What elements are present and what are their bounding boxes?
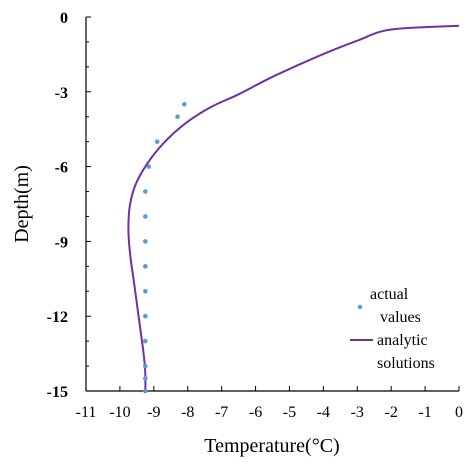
data-point	[143, 388, 148, 394]
legend: actual values analytic solutions	[350, 286, 435, 372]
data-point	[182, 101, 187, 107]
x-tick-label: -4	[317, 404, 330, 421]
x-tick-label: -6	[249, 404, 262, 421]
y-tick-label: -12	[47, 309, 68, 326]
data-point	[154, 139, 160, 144]
y-tick-label: -9	[55, 234, 68, 251]
x-tick-label: -8	[181, 404, 194, 421]
data-point	[143, 376, 148, 381]
x-tick-label: -11	[76, 404, 97, 421]
y-axis-title: Depth(m)	[11, 165, 33, 243]
y-tick-label: -15	[47, 384, 68, 401]
x-tick-label: -2	[385, 404, 398, 421]
x-ticks: -11 -10 -9 -8 -7 -6 -5 -4 -3 -2 -1 0	[76, 386, 463, 421]
x-tick-label: -3	[351, 404, 364, 421]
y-minor-ticks	[86, 41, 89, 367]
x-tick-label: -10	[109, 404, 130, 421]
legend-points-marker	[357, 304, 363, 310]
x-tick-label: -5	[283, 404, 296, 421]
legend-points-label-line2: values	[380, 309, 421, 326]
y-tick-label: -3	[55, 85, 68, 102]
data-point	[143, 338, 148, 344]
actual-values-points	[143, 101, 187, 394]
x-tick-label: -7	[215, 404, 228, 421]
data-point	[143, 264, 148, 269]
data-point	[175, 114, 180, 120]
plot-area: -11 -10 -9 -8 -7 -6 -5 -4 -3 -2 -1 0 0-3-6-9-12-15	[47, 10, 463, 421]
legend-points-label-line1: actual	[370, 286, 409, 303]
data-point	[143, 288, 148, 294]
legend-line-label-line1: analytic	[377, 332, 428, 349]
data-point	[143, 214, 148, 219]
legend-line-label-line2: solutions	[377, 355, 435, 372]
y-ticks: 0 -3 -6 -9 -12 -15	[47, 10, 91, 401]
data-point	[146, 164, 152, 169]
analytic-solutions-line	[127, 24, 460, 392]
x-tick-label: -1	[418, 404, 431, 421]
x-tick-label: 0	[455, 404, 463, 421]
x-tick-label: -9	[147, 404, 160, 421]
y-tick-label: -6	[55, 160, 68, 177]
data-point	[143, 239, 148, 244]
data-point	[143, 363, 148, 369]
data-point	[143, 189, 148, 194]
x-axis-title: Temperature(°C)	[204, 435, 339, 457]
data-point	[143, 313, 148, 319]
y-tick-label: 0	[60, 10, 68, 27]
